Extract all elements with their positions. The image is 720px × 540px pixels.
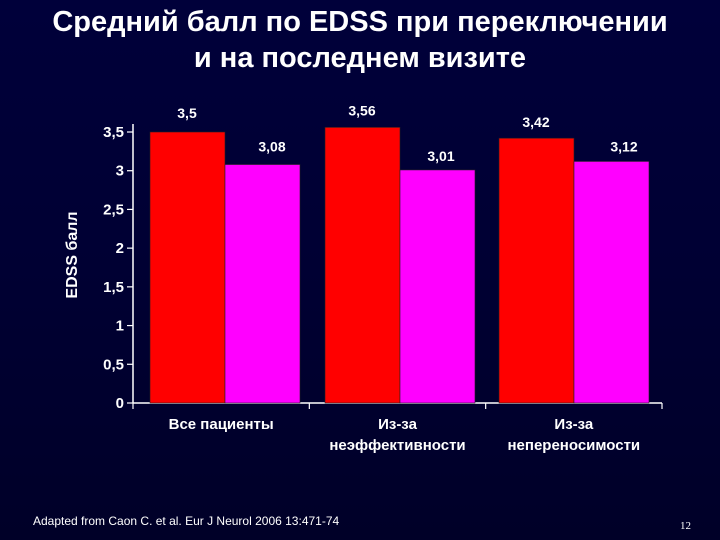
source-citation: Adapted from Caon C. et al. Eur J Neurol… <box>33 514 340 528</box>
y-tick-label: 2 <box>116 240 124 257</box>
y-tick-label: 3,5 <box>103 124 124 141</box>
y-tick-label: 0,5 <box>103 356 124 373</box>
category-label: Все пациенты <box>169 416 274 433</box>
slide-title-line-2: и на последнем визите <box>193 42 527 74</box>
bar-switch <box>498 137 575 404</box>
category-label: Из-за <box>378 416 417 433</box>
data-label: 3,12 <box>610 138 637 154</box>
y-tick-label: 2,5 <box>103 201 124 218</box>
slide-title-line-1: Средний балл по EDSS при переключении <box>52 6 668 38</box>
category-label: непереносимости <box>507 437 640 454</box>
y-tick-label: 1,5 <box>103 279 124 296</box>
bar-switch <box>324 127 401 404</box>
bar-last-visit <box>399 169 476 404</box>
bar-last-visit <box>573 161 650 404</box>
y-tick-label: 0 <box>116 395 124 412</box>
category-label: неэффективности <box>329 437 465 454</box>
y-tick-label: 3 <box>116 163 124 180</box>
category-label: Из-за <box>554 416 593 433</box>
data-label: 3,5 <box>177 105 197 121</box>
y-axis-label: EDSS балл <box>64 211 81 298</box>
data-label: 3,56 <box>348 102 375 118</box>
page-number: 12 <box>680 520 691 532</box>
slide-title: Средний балл по EDSS при переключении и … <box>0 4 720 76</box>
bar-last-visit <box>224 164 301 404</box>
data-label: 3,01 <box>427 148 454 164</box>
data-label: 3,42 <box>522 114 549 130</box>
data-label: 3,08 <box>258 139 285 155</box>
y-tick-label: 1 <box>116 318 124 335</box>
bar-switch <box>149 131 226 404</box>
